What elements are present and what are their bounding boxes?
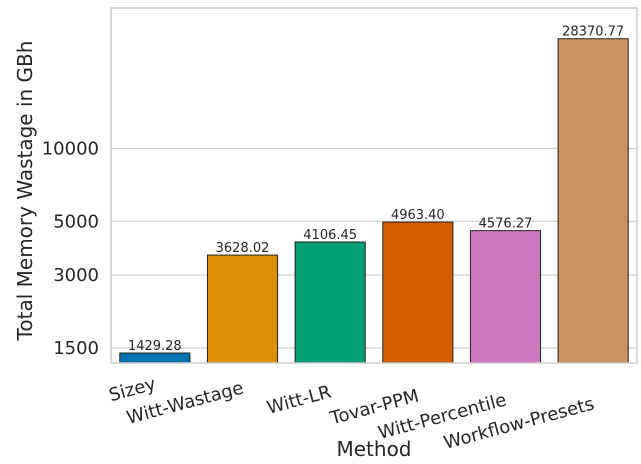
bar-workflow-presets bbox=[558, 39, 628, 363]
bar-witt-percentile bbox=[470, 231, 540, 363]
value-label: 3628.02 bbox=[216, 241, 270, 256]
bars bbox=[120, 39, 628, 363]
value-label: 4963.40 bbox=[391, 208, 445, 223]
x-tick-label: Witt-LR bbox=[265, 382, 334, 419]
value-label: 4576.27 bbox=[479, 217, 533, 232]
value-label: 4106.45 bbox=[303, 228, 357, 243]
bar-tovar-ppm bbox=[383, 222, 453, 363]
y-tick-labels: 1500 3000 5000 10000 bbox=[42, 138, 99, 359]
y-tick-label: 1500 bbox=[53, 338, 99, 359]
y-tick-label: 3000 bbox=[53, 265, 99, 286]
y-tick-label: 5000 bbox=[53, 211, 99, 232]
y-tick-label: 10000 bbox=[42, 138, 99, 159]
value-label: 28370.77 bbox=[562, 25, 624, 40]
bar-witt-lr bbox=[295, 242, 365, 363]
bar-witt-wastage bbox=[207, 255, 277, 363]
x-axis-label: Method bbox=[336, 437, 411, 461]
value-labels: 1429.28 3628.02 4106.45 4963.40 4576.27 28370… bbox=[128, 25, 624, 354]
bar-sizey bbox=[120, 353, 190, 363]
y-axis-label: Total Memory Wastage in GBh bbox=[13, 41, 37, 342]
value-label: 1429.28 bbox=[128, 339, 182, 354]
